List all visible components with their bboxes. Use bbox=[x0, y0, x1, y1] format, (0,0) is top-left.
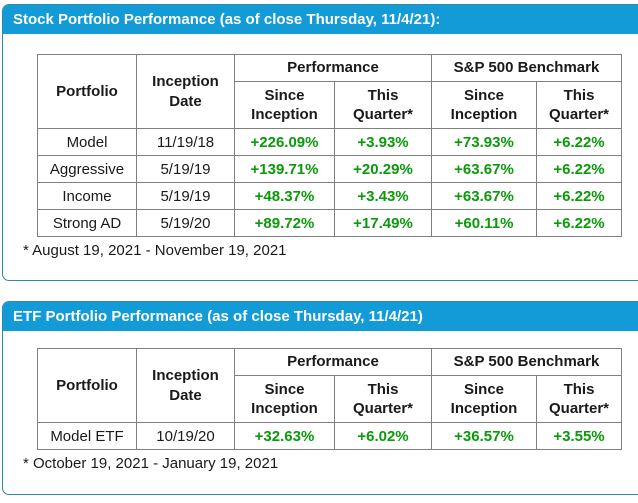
cell-inception-date: 5/19/20 bbox=[136, 209, 235, 237]
column-header-perf-since-inception: Since Inception bbox=[234, 81, 335, 129]
column-header-inception-date: Inception Date bbox=[136, 348, 235, 423]
cell-inception-date: 10/19/20 bbox=[136, 422, 235, 450]
table-header-group-row: Portfolio Inception Date Performance S&P… bbox=[37, 348, 622, 423]
cell-perf-since-inception: +226.09% bbox=[234, 128, 335, 156]
cell-sp-this-quarter: +6.22% bbox=[536, 155, 622, 183]
table-header-group-row: Portfolio Inception Date Performance S&P… bbox=[37, 54, 622, 129]
stock-panel-body: Portfolio Inception Date Performance S&P… bbox=[3, 34, 638, 259]
cell-perf-this-quarter: +6.02% bbox=[334, 422, 432, 450]
column-header-perf-this-quarter: This Quarter* bbox=[334, 81, 432, 129]
cell-perf-since-inception: +89.72% bbox=[234, 209, 335, 237]
column-header-inception-date: Inception Date bbox=[136, 54, 235, 129]
column-group-performance: Performance bbox=[234, 348, 432, 376]
table-row-aggressive: Aggressive 5/19/19 +139.71% +20.29% +63.… bbox=[37, 155, 622, 183]
cell-perf-this-quarter: +20.29% bbox=[334, 155, 432, 183]
column-header-portfolio: Portfolio bbox=[37, 348, 137, 423]
column-header-sp-since-inception: Since Inception bbox=[431, 375, 537, 423]
stock-table-footnote: * August 19, 2021 - November 19, 2021 bbox=[23, 242, 287, 259]
cell-sp-since-inception: +73.93% bbox=[431, 128, 537, 156]
cell-sp-since-inception: +60.11% bbox=[431, 209, 537, 237]
table-row-model: Model 11/19/18 +226.09% +3.93% +73.93% +… bbox=[37, 128, 622, 156]
column-group-sp500-benchmark: S&P 500 Benchmark bbox=[431, 348, 622, 376]
column-header-perf-this-quarter: This Quarter* bbox=[334, 375, 432, 423]
table-row-income: Income 5/19/19 +48.37% +3.43% +63.67% +6… bbox=[37, 182, 622, 210]
stock-performance-table: Portfolio Inception Date Performance S&P… bbox=[37, 54, 622, 237]
cell-perf-this-quarter: +3.43% bbox=[334, 182, 432, 210]
table-header-sub-row: Since Inception This Quarter* Since Ince… bbox=[38, 375, 622, 423]
column-header-portfolio: Portfolio bbox=[37, 54, 137, 129]
cell-perf-since-inception: +139.71% bbox=[234, 155, 335, 183]
column-header-sp-this-quarter: This Quarter* bbox=[536, 375, 622, 423]
cell-inception-date: 5/19/19 bbox=[136, 182, 235, 210]
cell-portfolio: Model bbox=[37, 128, 137, 156]
cell-portfolio: Strong AD bbox=[37, 209, 137, 237]
cell-inception-date: 11/19/18 bbox=[136, 128, 235, 156]
column-header-perf-since-inception: Since Inception bbox=[234, 375, 335, 423]
cell-perf-since-inception: +32.63% bbox=[234, 422, 335, 450]
cell-sp-this-quarter: +6.22% bbox=[536, 128, 622, 156]
cell-sp-since-inception: +36.57% bbox=[431, 422, 537, 450]
etf-portfolio-panel: ETF Portfolio Performance (as of close T… bbox=[2, 301, 638, 495]
etf-table-footnote: * October 19, 2021 - January 19, 2021 bbox=[23, 455, 279, 472]
cell-portfolio: Aggressive bbox=[37, 155, 137, 183]
cell-sp-since-inception: +63.67% bbox=[431, 155, 537, 183]
cell-perf-this-quarter: +3.93% bbox=[334, 128, 432, 156]
table-row-strong-ad: Strong AD 5/19/20 +89.72% +17.49% +60.11… bbox=[37, 209, 622, 237]
cell-sp-since-inception: +63.67% bbox=[431, 182, 537, 210]
column-header-sp-since-inception: Since Inception bbox=[431, 81, 537, 129]
cell-perf-since-inception: +48.37% bbox=[234, 182, 335, 210]
stock-panel-title: Stock Portfolio Performance (as of close… bbox=[3, 5, 638, 34]
cell-inception-date: 5/19/19 bbox=[136, 155, 235, 183]
stock-portfolio-panel: Stock Portfolio Performance (as of close… bbox=[2, 4, 638, 281]
column-group-sp500-benchmark: S&P 500 Benchmark bbox=[431, 54, 622, 82]
cell-sp-this-quarter: +3.55% bbox=[536, 422, 622, 450]
cell-portfolio: Model ETF bbox=[37, 422, 137, 450]
etf-performance-table: Portfolio Inception Date Performance S&P… bbox=[37, 348, 622, 450]
column-header-sp-this-quarter: This Quarter* bbox=[536, 81, 622, 129]
table-row-model-etf: Model ETF 10/19/20 +32.63% +6.02% +36.57… bbox=[37, 422, 622, 450]
table-header-sub-row: Since Inception This Quarter* Since Ince… bbox=[38, 81, 622, 129]
cell-portfolio: Income bbox=[37, 182, 137, 210]
cell-sp-this-quarter: +6.22% bbox=[536, 209, 622, 237]
column-group-performance: Performance bbox=[234, 54, 432, 82]
cell-perf-this-quarter: +17.49% bbox=[334, 209, 432, 237]
cell-sp-this-quarter: +6.22% bbox=[536, 182, 622, 210]
etf-panel-body: Portfolio Inception Date Performance S&P… bbox=[3, 331, 638, 472]
etf-panel-title: ETF Portfolio Performance (as of close T… bbox=[3, 302, 638, 331]
